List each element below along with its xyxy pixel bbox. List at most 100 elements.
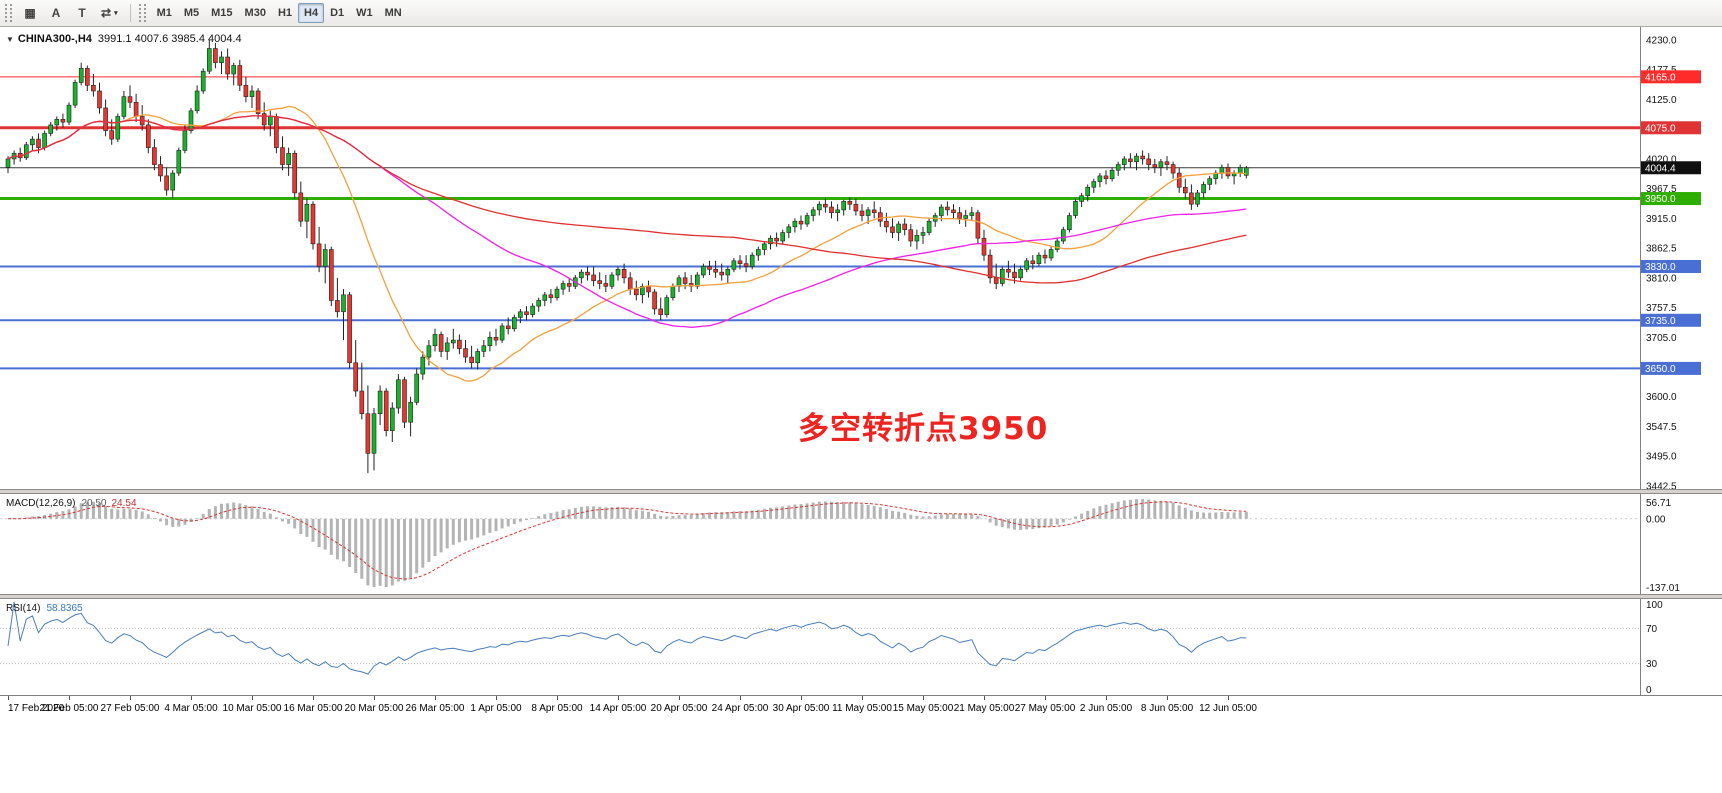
time-tick (618, 696, 619, 700)
time-label: 27 May 05:00 (1014, 703, 1076, 714)
time-label: 16 Mar 05:00 (283, 703, 343, 714)
time-label: 8 Apr 05:00 (531, 703, 583, 714)
bottom-whitespace (0, 718, 1722, 793)
timeframe-buttons-group: M1 M5 M15 M30 H1 H4 D1 W1 MN (151, 3, 408, 23)
macd-signal-value: 24.54 (111, 498, 137, 509)
rsi-panel[interactable]: 100 70 30 0 RSI(14) 58.8365 (0, 599, 1722, 695)
price-badges: 4165.0 4075.0 3950.0 3830.0 3735.0 3650.0 4004… (1641, 70, 1701, 375)
time-tick (679, 696, 680, 700)
svg-text:0: 0 (1646, 685, 1652, 695)
svg-text:4075.0: 4075.0 (1645, 123, 1676, 134)
time-tick (801, 696, 802, 700)
svg-text:3442.5: 3442.5 (1646, 481, 1677, 489)
time-label: 21 Feb 05:00 (39, 703, 99, 714)
time-label: 24 Apr 05:00 (711, 703, 769, 714)
time-tick (1167, 696, 1168, 700)
time-label: 10 Mar 05:00 (222, 703, 282, 714)
time-tick (8, 696, 9, 700)
svg-text:4020.0: 4020.0 (1646, 154, 1677, 165)
collapse-arrow-icon[interactable]: ▼ (6, 35, 14, 44)
time-label: 14 Apr 05:00 (589, 703, 647, 714)
dropdown-caret-icon[interactable]: ▾ (114, 10, 118, 17)
rsi-title: RSI(14) 58.8365 (6, 603, 83, 614)
svg-text:-137.01: -137.01 (1646, 583, 1680, 594)
annotation-text[interactable]: 多空转折点3950 (798, 411, 1049, 447)
time-tick (1045, 696, 1046, 700)
time-tick (313, 696, 314, 700)
rsi-canvas[interactable]: 100 70 30 0 (0, 599, 1722, 695)
svg-text:3600.0: 3600.0 (1646, 392, 1677, 403)
svg-text:3705.0: 3705.0 (1646, 333, 1677, 344)
svg-text:56.71: 56.71 (1646, 498, 1671, 509)
macd-axis: 56.71 0.00 -137.01 (1646, 498, 1680, 594)
toolbar-separator (129, 4, 131, 22)
time-label: 26 Mar 05:00 (405, 703, 465, 714)
panel-splitter[interactable] (0, 594, 1722, 599)
time-tick (252, 696, 253, 700)
svg-text:3915.0: 3915.0 (1646, 214, 1677, 225)
time-label: 20 Apr 05:00 (650, 703, 708, 714)
time-label: 1 Apr 05:00 (470, 703, 522, 714)
time-tick (435, 696, 436, 700)
macd-canvas[interactable]: 56.71 0.00 -137.01 (0, 494, 1722, 594)
panel-splitter[interactable] (0, 489, 1722, 494)
toolbar: ▦ A T ⇄ ▾ M1 M5 M15 M30 H1 H4 D1 W1 MN (0, 0, 1722, 27)
chart-title: ▼ CHINA300-,H4 3991.1 4007.6 3985.4 4004.4 (6, 33, 242, 45)
timeframe-m1-button[interactable]: M1 (156, 7, 172, 19)
time-tick (740, 696, 741, 700)
macd-signal-line (7, 501, 1247, 580)
time-tick (984, 696, 985, 700)
timeframe-w1-button[interactable]: W1 (356, 7, 373, 19)
charts-grid-icon[interactable]: ▦ (24, 6, 36, 20)
svg-text:70: 70 (1646, 624, 1658, 635)
rsi-axis: 100 70 30 0 (1646, 600, 1663, 695)
time-tick (923, 696, 924, 700)
timeframe-toolbar-grip[interactable] (138, 4, 146, 22)
timeframe-mn-button[interactable]: MN (384, 7, 402, 19)
svg-text:3735.0: 3735.0 (1645, 316, 1676, 327)
time-axis[interactable]: 17 Feb 2020 21 Feb 05:00 27 Feb 05:00 4 Mar… (0, 695, 1722, 718)
timeframe-d1-button[interactable]: D1 (330, 7, 345, 19)
symbol-timeframe-label: CHINA300-,H4 (17, 33, 92, 45)
time-label: 30 Apr 05:00 (772, 703, 830, 714)
svg-text:3862.5: 3862.5 (1646, 244, 1677, 255)
ohlc-values: 3991.1 4007.6 3985.4 4004.4 (97, 33, 242, 45)
macd-title: MACD(12,26,9) 20.50 24.54 (6, 498, 137, 509)
timeframe-m5-button[interactable]: M5 (183, 7, 200, 19)
chart-shift-icon[interactable]: ⇄ ▾ (101, 6, 118, 20)
svg-text:3830.0: 3830.0 (1645, 262, 1676, 273)
level-lines[interactable] (0, 76, 1640, 370)
svg-text:3547.5: 3547.5 (1646, 422, 1677, 433)
price-chart-canvas[interactable]: 3442.53495.03547.53600.03652.53705.03757… (0, 27, 1722, 489)
toolbar-grip[interactable] (5, 4, 12, 22)
time-tick (69, 696, 70, 700)
timeframe-m15-button[interactable]: M15 (211, 7, 233, 19)
svg-text:3967.5: 3967.5 (1646, 184, 1677, 195)
time-label: 8 Jun 05:00 (1140, 703, 1194, 714)
time-label: 11 May 05:00 (832, 703, 892, 714)
time-label: 15 May 05:00 (892, 703, 954, 714)
time-label: 17 Feb 2020 (8, 703, 65, 714)
text-tool-icon[interactable]: T (78, 6, 86, 20)
svg-text:3950.0: 3950.0 (1645, 194, 1676, 205)
time-tick (862, 696, 863, 700)
macd-histogram (12, 499, 1248, 587)
time-label: 21 May 05:00 (953, 703, 1015, 714)
macd-label: MACD(12,26,9) (6, 498, 76, 509)
timeframe-h4-button[interactable]: H4 (298, 3, 325, 23)
svg-text:30: 30 (1646, 659, 1658, 670)
macd-hist-value: 20.50 (81, 498, 107, 509)
rsi-line (7, 601, 1247, 675)
main-chart-panel[interactable]: 3442.53495.03547.53600.03652.53705.03757… (0, 27, 1722, 489)
timeframe-h1-button[interactable]: H1 (277, 7, 293, 19)
time-label: 20 Mar 05:00 (344, 703, 404, 714)
time-label: 27 Feb 05:00 (100, 703, 160, 714)
time-label: 4 Mar 05:00 (164, 703, 218, 714)
time-tick (374, 696, 375, 700)
cursor-tool-icon[interactable]: A (51, 6, 61, 20)
moving-averages (7, 105, 1247, 382)
macd-panel[interactable]: 56.71 0.00 -137.01 MACD(12,26,9) 20.50 24.54 (0, 494, 1722, 594)
rsi-label: RSI(14) (6, 603, 41, 614)
timeframe-m30-button[interactable]: M30 (244, 7, 266, 19)
